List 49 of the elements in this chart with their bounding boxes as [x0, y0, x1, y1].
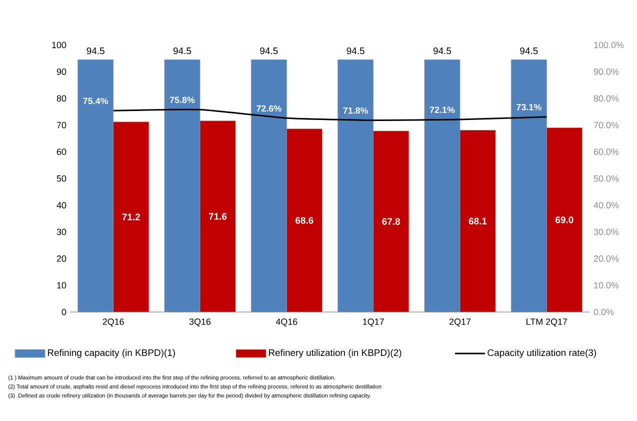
- legend-label: Capacity utilization rate(3): [488, 349, 596, 358]
- data-label: 68.1: [468, 218, 487, 224]
- y-tick-label: 10: [57, 282, 66, 288]
- data-label: 67.8: [382, 218, 400, 225]
- data-label: 71.2: [122, 214, 140, 220]
- x-tick-label: 1Q17: [363, 318, 384, 326]
- x-tick-label: 3Q16: [189, 318, 211, 326]
- y2-tick-label: 100.0%: [594, 42, 624, 48]
- y-tick-label: 0: [62, 308, 66, 316]
- data-label: 94.5: [346, 47, 364, 54]
- y-tick-label: 70: [56, 122, 66, 128]
- y2-tick-label: 30.0%: [594, 228, 619, 236]
- data-label: 73.1%: [516, 104, 542, 110]
- x-tick-label: 2Q16: [102, 318, 124, 326]
- x-tick-label: 4Q16: [276, 318, 298, 326]
- data-label: 71.8%: [343, 107, 368, 114]
- y-tick-label: 40: [56, 202, 66, 208]
- legend-label: Refinery utilization (in KBPD)(2): [268, 349, 402, 358]
- y2-tick-label: 50.0%: [594, 175, 619, 182]
- y-tick-label: 90: [56, 68, 66, 75]
- y2-tick-label: 10.0%: [594, 282, 619, 288]
- y2-tick-label: 20.0%: [594, 255, 619, 262]
- data-label: 71.6: [208, 213, 227, 220]
- data-label: 94.5: [260, 47, 278, 54]
- x-tick-label: LTM 2Q17: [526, 318, 568, 326]
- y2-tick-label: 40.0%: [594, 202, 619, 208]
- legend-label: Refining capacity (in KBPD)(1): [48, 349, 175, 358]
- data-label: 94.5: [173, 47, 192, 54]
- data-label: 72.1%: [430, 106, 455, 113]
- y2-tick-label: 70.0%: [594, 122, 619, 128]
- y2-tick-label: 60.0%: [594, 148, 619, 155]
- y2-tick-label: 0.0%: [594, 308, 614, 316]
- y2-tick-label: 90.0%: [594, 68, 619, 75]
- data-label: 75.8%: [170, 96, 195, 104]
- y-tick-label: 60: [56, 148, 66, 155]
- data-label: 72.6%: [256, 105, 282, 112]
- y-tick-label: 100: [52, 42, 66, 48]
- data-label: 68.6: [296, 217, 314, 224]
- data-label: 69.0: [556, 216, 574, 224]
- data-label: 94.5: [433, 47, 452, 54]
- y-tick-label: 50: [56, 175, 66, 182]
- y2-tick-label: 80.0%: [594, 95, 619, 102]
- data-label: 94.5: [520, 47, 538, 54]
- data-label: 94.5: [86, 47, 104, 54]
- y-tick-label: 20: [56, 255, 66, 262]
- y-tick-label: 30: [56, 228, 66, 236]
- data-label: 75.4%: [83, 98, 108, 104]
- y-tick-label: 80: [56, 95, 66, 102]
- x-tick-label: 2Q17: [449, 318, 471, 326]
